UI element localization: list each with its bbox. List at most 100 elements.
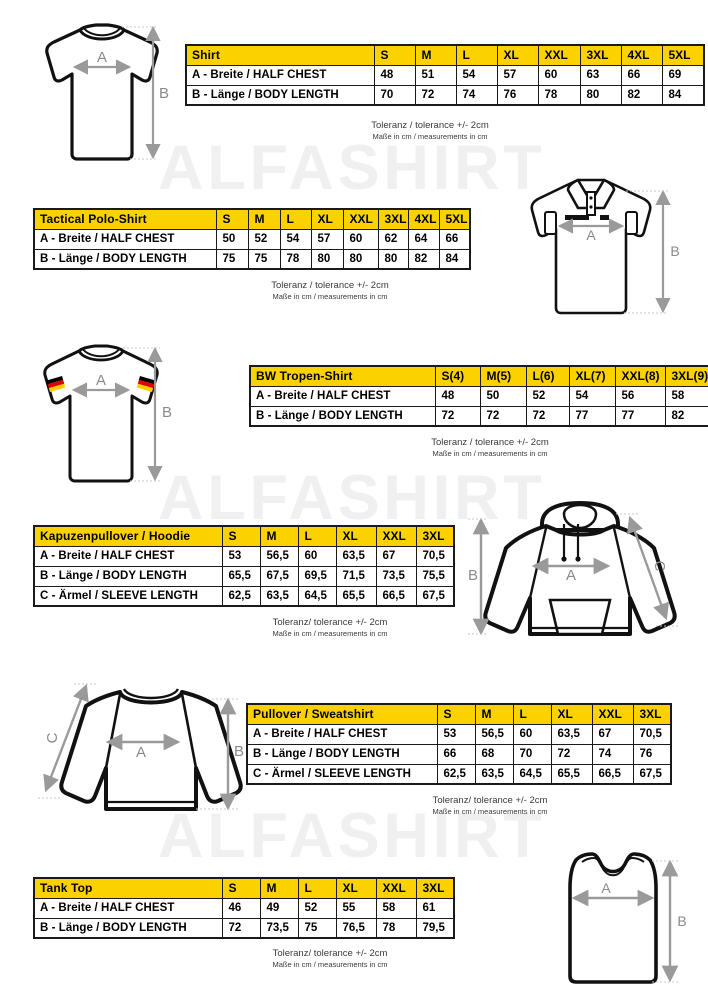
label-b: B [162,404,172,421]
cell: 82 [407,248,440,269]
table-header-row: Pullover / Sweatshirt S M L XL XXL 3XL [247,704,671,725]
figure-hoodie: A B C [468,500,693,640]
cell: 65,5 [221,565,261,587]
cell: 76 [496,84,539,105]
table-block-sweatshirt: Pullover / Sweatshirt S M L XL XXL 3XL A… [246,703,672,785]
tolerance-text: Toleranz/ tolerance +/- 2cm [272,948,388,959]
cell: 82 [664,405,708,426]
size-table-hoodie: Kapuzenpullover / Hoodie S M L XL XXL 3X… [33,525,455,607]
label-b: B [670,243,679,259]
cell: 77 [568,405,616,426]
cell: 66,5 [375,585,417,606]
label-a: A [97,49,107,66]
cell: 50 [215,228,249,250]
cell: 65,5 [550,763,593,784]
cell: 76,5 [335,917,377,938]
cell: 54 [279,228,312,250]
units-text: Maße in cm / measurements in cm [272,628,388,638]
cell: 80 [579,84,622,105]
size-header-m: M [414,45,457,66]
table-block-tactical-polo: Tactical Polo-Shirt S M L XL XXL 3XL 4XL… [33,208,471,270]
tolerance-note-sweatshirt: Toleranz/ tolerance +/- 2cm Maße in cm /… [360,795,620,816]
cell: 63,5 [335,545,377,567]
cell: 58 [375,897,417,919]
cell: 62,5 [436,763,476,784]
tolerance-note-tank-top: Toleranz/ tolerance +/- 2cm Maße in cm /… [200,948,460,969]
cell: 68 [474,743,514,765]
size-header-s: S [436,704,476,725]
size-header-s: S [221,878,261,899]
cell: 80 [377,248,409,269]
size-header-3xl: 3XL [415,526,454,547]
size-header-xl7: XL(7) [568,366,616,387]
cell: 66 [620,64,663,86]
cell: 79,5 [415,917,454,938]
watermark-1: ALFASHIRT [158,133,546,203]
row-label: A - Breite / HALF CHEST [247,723,438,745]
row-label: B - Länge / BODY LENGTH [34,248,217,269]
table-header-row: Tank Top S M L XL XXL 3XL [34,878,454,899]
size-header-m: M [259,526,299,547]
shirt-dimension-arrows: A B [22,14,182,174]
size-header-xxl8: XXL(8) [614,366,666,387]
figure-tactical-polo: A B [508,168,683,323]
table-header-row: BW Tropen-Shirt S(4) M(5) L(6) XL(7) XXL… [250,366,708,387]
tolerance-note-hoodie: Toleranz/ tolerance +/- 2cm Maße in cm /… [200,617,460,638]
table-row: B - Länge / BODY LENGTH 72 73,5 75 76,5 … [34,917,454,938]
cell: 76 [632,743,671,765]
size-header-xxl: XXL [591,704,634,725]
size-header-s: S [221,526,261,547]
size-header-xxl: XXL [537,45,581,66]
size-header-3xl: 3XL [632,704,671,725]
row-label: A - Breite / HALF CHEST [186,64,375,86]
size-header-s4: S(4) [434,366,481,387]
table-title: Pullover / Sweatshirt [247,704,438,725]
cell: 70 [373,84,416,105]
cell: 64 [407,228,440,250]
cell: 60 [297,545,337,567]
table-row: A - Breite / HALF CHEST 53 56,5 60 63,5 … [247,723,671,745]
cell: 71,5 [335,565,377,587]
table-block-bw-tropen: BW Tropen-Shirt S(4) M(5) L(6) XL(7) XXL… [249,365,708,427]
table-row: C - Ärmel / SLEEVE LENGTH 62,5 63,5 64,5… [247,763,671,784]
polo-illustration: A B [530,178,680,315]
table-title: Tank Top [34,878,223,899]
units-text: Maße in cm / measurements in cm [272,959,388,969]
cell: 48 [373,64,416,86]
table-title: Tactical Polo-Shirt [34,209,217,230]
cell: 60 [537,64,581,86]
figure-bw-tropen-shirt: A B [24,337,189,492]
cell: 61 [415,897,454,919]
size-header-4xl: 4XL [620,45,663,66]
tolerance-note-tactical-polo: Toleranz / tolerance +/- 2cm Maße in cm … [200,280,460,301]
size-header-4xl: 4XL [407,209,440,230]
cell: 67 [375,545,417,567]
row-label: B - Länge / BODY LENGTH [250,405,436,426]
table-title: Kapuzenpullover / Hoodie [34,526,223,547]
bw-tropen-illustration: A B [43,344,172,483]
label-b: B [234,743,244,760]
row-label: B - Länge / BODY LENGTH [247,743,438,765]
chest-patch-icon [600,215,609,220]
label-c: C [651,561,668,572]
size-header-s: S [215,209,249,230]
size-header-5xl: 5XL [661,45,704,66]
cell: 60 [512,723,552,745]
cell: 73,5 [259,917,299,938]
cell: 74 [455,84,498,105]
table-row: B - Länge / BODY LENGTH 75 75 78 80 80 8… [34,248,470,269]
tolerance-note-bw-tropen: Toleranz / tolerance +/- 2cm Maße in cm … [360,437,620,458]
size-header-xxl: XXL [375,878,417,899]
cell: 65,5 [335,585,377,606]
size-header-3xl: 3XL [579,45,622,66]
size-header-xl: XL [496,45,539,66]
cell: 67,5 [259,565,299,587]
cell: 69,5 [297,565,337,587]
size-header-3xl: 3XL [377,209,409,230]
size-table-tactical-polo: Tactical Polo-Shirt S M L XL XXL 3XL 4XL… [33,208,471,270]
cell: 54 [455,64,498,86]
cell: 75 [215,248,249,269]
cell: 75,5 [415,565,454,587]
cell: 72 [550,743,593,765]
